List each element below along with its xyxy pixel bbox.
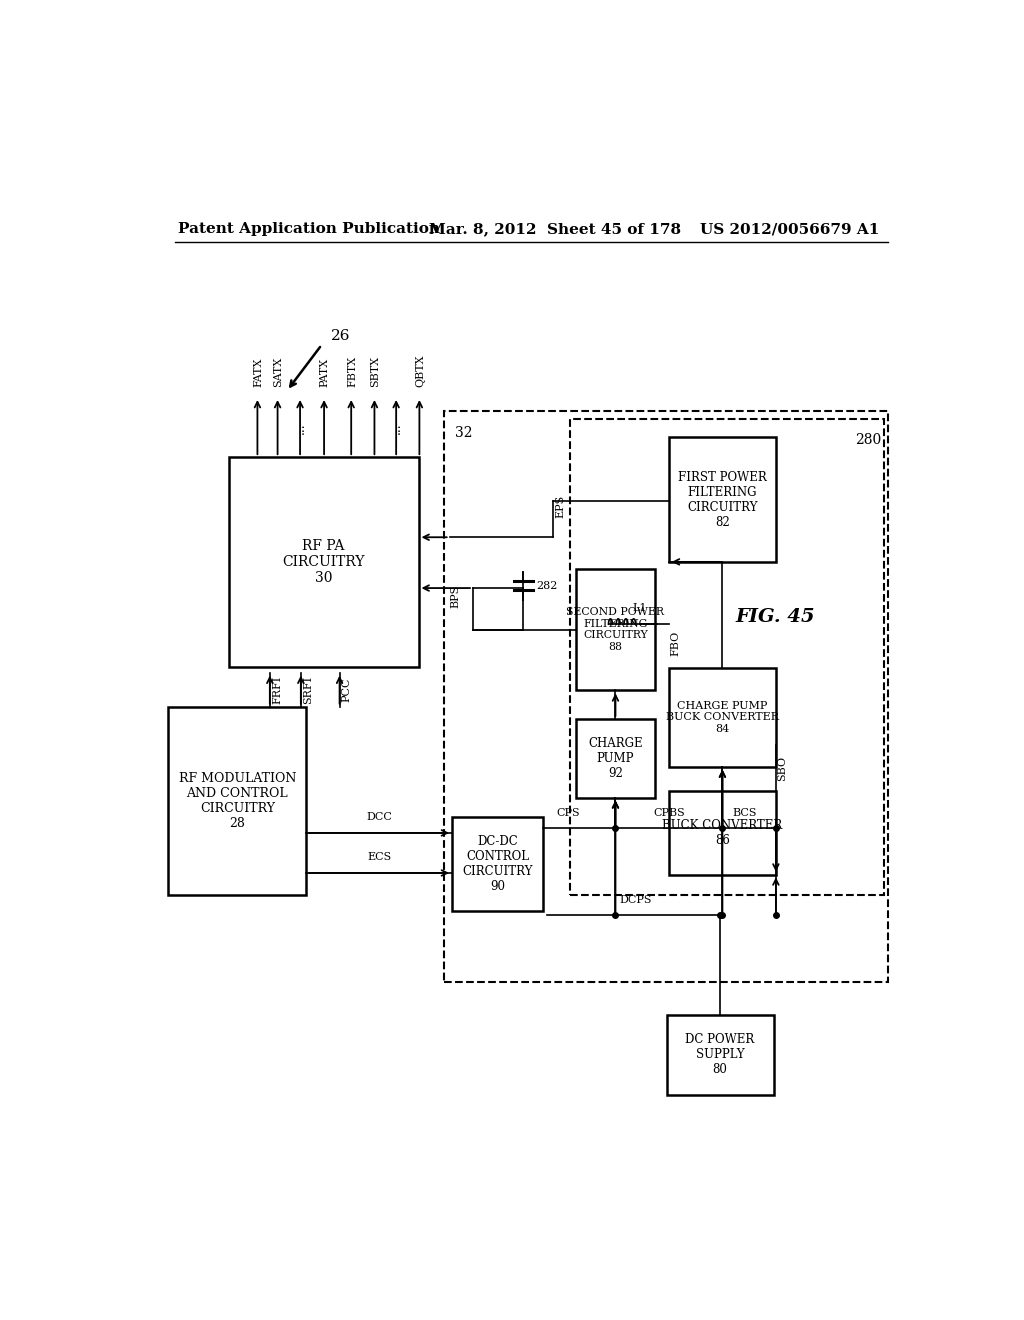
Text: FIG. 45: FIG. 45 xyxy=(735,607,815,626)
Text: US 2012/0056679 A1: US 2012/0056679 A1 xyxy=(700,222,880,236)
Text: FRFI: FRFI xyxy=(272,676,283,704)
Bar xyxy=(575,719,655,797)
Text: FIRST POWER
FILTERING
CIRCUITRY
82: FIRST POWER FILTERING CIRCUITRY 82 xyxy=(678,470,767,528)
Text: QBTX: QBTX xyxy=(415,355,425,387)
Text: L1: L1 xyxy=(632,603,647,614)
Bar xyxy=(569,418,885,895)
Text: RF PA
CIRCUITRY
30: RF PA CIRCUITRY 30 xyxy=(282,539,365,585)
Text: ECS: ECS xyxy=(367,853,391,862)
Text: FBO: FBO xyxy=(671,631,681,656)
Bar xyxy=(575,569,655,690)
Text: 282: 282 xyxy=(537,581,558,591)
Text: Mar. 8, 2012  Sheet 45 of 178: Mar. 8, 2012 Sheet 45 of 178 xyxy=(429,222,681,236)
Text: DCC: DCC xyxy=(367,812,392,822)
Text: CPBS: CPBS xyxy=(653,808,685,817)
Text: FBTX: FBTX xyxy=(347,356,357,387)
Text: EPS: EPS xyxy=(555,495,565,517)
Text: BUCK CONVERTER
86: BUCK CONVERTER 86 xyxy=(663,818,782,847)
Text: PATX: PATX xyxy=(319,358,330,387)
Text: FATX: FATX xyxy=(253,358,263,387)
Bar xyxy=(444,411,888,982)
Text: RF MODULATION
AND CONTROL
CIRCUITRY
28: RF MODULATION AND CONTROL CIRCUITRY 28 xyxy=(178,772,296,829)
Bar xyxy=(667,1015,773,1096)
Text: PCC: PCC xyxy=(342,677,352,702)
Bar xyxy=(669,792,776,875)
Text: SATX: SATX xyxy=(273,356,284,387)
Text: ...: ... xyxy=(294,422,306,434)
Text: DC POWER
SUPPLY
80: DC POWER SUPPLY 80 xyxy=(685,1034,755,1076)
Text: DCPS: DCPS xyxy=(620,895,652,904)
Text: CPS: CPS xyxy=(557,808,581,817)
Bar xyxy=(228,457,419,667)
Text: SECOND POWER
FILTERING
CIRCUITRY
88: SECOND POWER FILTERING CIRCUITRY 88 xyxy=(566,607,665,652)
Text: SBO: SBO xyxy=(777,755,787,781)
Bar xyxy=(669,437,776,562)
Bar xyxy=(168,706,306,895)
Text: Patent Application Publication: Patent Application Publication xyxy=(178,222,440,236)
Text: CHARGE
PUMP
92: CHARGE PUMP 92 xyxy=(588,737,643,780)
Bar xyxy=(452,817,544,911)
Text: SBTX: SBTX xyxy=(371,356,380,387)
Text: 280: 280 xyxy=(855,433,882,446)
Text: 32: 32 xyxy=(455,425,472,440)
Text: 26: 26 xyxy=(331,329,350,342)
Text: DC-DC
CONTROL
CIRCUITRY
90: DC-DC CONTROL CIRCUITRY 90 xyxy=(463,834,532,892)
Text: SRFI: SRFI xyxy=(303,676,313,704)
Text: ...: ... xyxy=(390,422,402,434)
Text: CHARGE PUMP
BUCK CONVERTER
84: CHARGE PUMP BUCK CONVERTER 84 xyxy=(666,701,779,734)
Bar xyxy=(669,668,776,767)
Text: BPS: BPS xyxy=(451,585,460,609)
Text: BCS: BCS xyxy=(732,808,757,817)
